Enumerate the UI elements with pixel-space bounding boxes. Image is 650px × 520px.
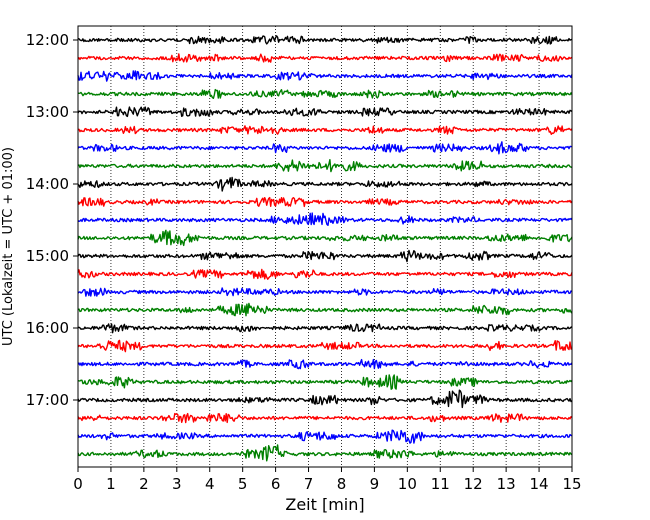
trace-1215 [77, 53, 573, 63]
x-tick-label: 4 [205, 475, 215, 493]
x-tick-label: 15 [562, 475, 581, 493]
trace-1530 [77, 287, 573, 297]
x-tick-label: 6 [271, 475, 281, 493]
x-axis-label: Zeit [min] [285, 495, 364, 514]
x-tick-label: 13 [497, 475, 516, 493]
trace-1715 [77, 412, 573, 424]
y-tick-label: 15:00 [26, 247, 69, 265]
trace-1245 [77, 88, 573, 100]
x-tick-label: 0 [73, 475, 83, 493]
y-tick-label: 12:00 [26, 31, 69, 49]
trace-1630 [77, 358, 573, 370]
x-tick-label: 2 [139, 475, 149, 493]
y-axis-label: UTC (Lokalzeit = UTC + 01:00) [1, 147, 16, 346]
trace-1600 [77, 323, 573, 334]
trace-1515 [77, 268, 573, 280]
plot-area-frame [77, 25, 573, 468]
x-tick-label: 3 [172, 475, 182, 493]
y-tick-label: 13:00 [26, 103, 69, 121]
y-tick-label: 17:00 [26, 391, 69, 409]
trace-1230 [77, 70, 573, 82]
trace-1200 [77, 35, 573, 45]
x-tick-label: 12 [464, 475, 483, 493]
x-tick-label: 1 [106, 475, 116, 493]
x-tick-label: 5 [238, 475, 248, 493]
trace-1315 [77, 125, 573, 136]
x-tick-label: 14 [530, 475, 549, 493]
trace-1545 [77, 302, 573, 317]
x-axis-ticks: 0 1 2 3 4 5 6 7 8 9 10 11 12 13 14 15 [73, 467, 582, 493]
x-tick-label: 11 [431, 475, 450, 493]
trace-1430 [77, 212, 573, 227]
x-tick-label: 9 [370, 475, 380, 493]
trace-1745 [77, 444, 573, 462]
trace-1415 [77, 196, 573, 208]
trace-1330 [77, 141, 573, 155]
trace-1700 [77, 389, 573, 409]
x-tick-label: 8 [337, 475, 347, 493]
x-tick-label: 7 [304, 475, 314, 493]
x-tick-label: 10 [398, 475, 417, 493]
seismic-traces [77, 35, 573, 462]
trace-1615 [77, 339, 573, 353]
trace-1345 [77, 158, 573, 173]
trace-1400 [77, 176, 573, 192]
trace-1500 [77, 249, 573, 263]
trace-1645 [77, 374, 573, 390]
y-tick-label: 14:00 [26, 175, 69, 193]
y-axis-ticks: 12:00 13:00 14:00 15:00 16:00 17:00 [26, 31, 78, 409]
trace-1445 [77, 229, 573, 247]
y-tick-label: 16:00 [26, 319, 69, 337]
trace-1730 [77, 429, 573, 444]
trace-1300 [77, 106, 573, 118]
